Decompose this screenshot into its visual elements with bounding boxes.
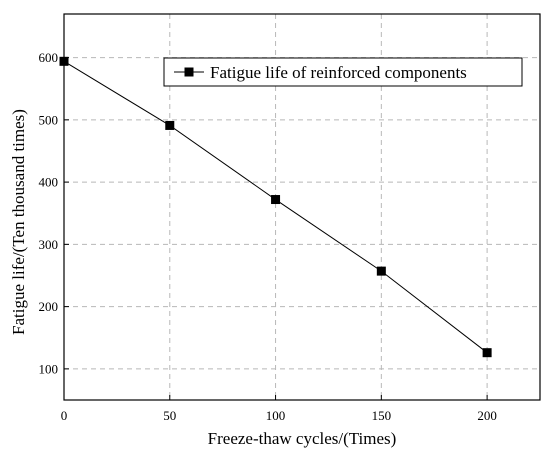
y-tick-label: 300	[39, 237, 59, 252]
x-tick-label: 50	[163, 408, 176, 423]
data-point	[482, 348, 492, 358]
y-tick-label: 500	[39, 112, 59, 127]
series-layer	[59, 56, 492, 358]
data-point	[376, 266, 386, 276]
x-axis-title: Freeze-thaw cycles/(Times)	[208, 429, 397, 448]
data-point	[165, 120, 175, 130]
data-point	[59, 56, 69, 66]
legend-entry-label: Fatigue life of reinforced components	[210, 63, 467, 82]
y-tick-label: 600	[39, 50, 59, 65]
x-tick-label: 100	[266, 408, 286, 423]
legend: Fatigue life of reinforced components	[163, 57, 523, 87]
data-point	[271, 195, 281, 205]
x-tick-label: 150	[372, 408, 392, 423]
axis-ticks: 0 50 100 150 200 100 200 300 400 500 600	[39, 50, 497, 423]
y-tick-label: 100	[39, 361, 59, 376]
x-tick-label: 200	[477, 408, 497, 423]
y-tick-label: 200	[39, 299, 59, 314]
y-tick-label: 400	[39, 175, 59, 190]
x-tick-label: 0	[61, 408, 68, 423]
y-axis-title: Fatigue life/(Ten thousand times)	[9, 109, 28, 335]
legend-box	[163, 57, 523, 87]
plot-area-frame	[63, 13, 541, 401]
legend-marker-sample	[184, 67, 194, 77]
